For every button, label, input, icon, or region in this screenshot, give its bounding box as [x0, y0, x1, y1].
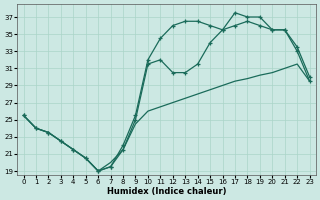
- X-axis label: Humidex (Indice chaleur): Humidex (Indice chaleur): [107, 187, 226, 196]
